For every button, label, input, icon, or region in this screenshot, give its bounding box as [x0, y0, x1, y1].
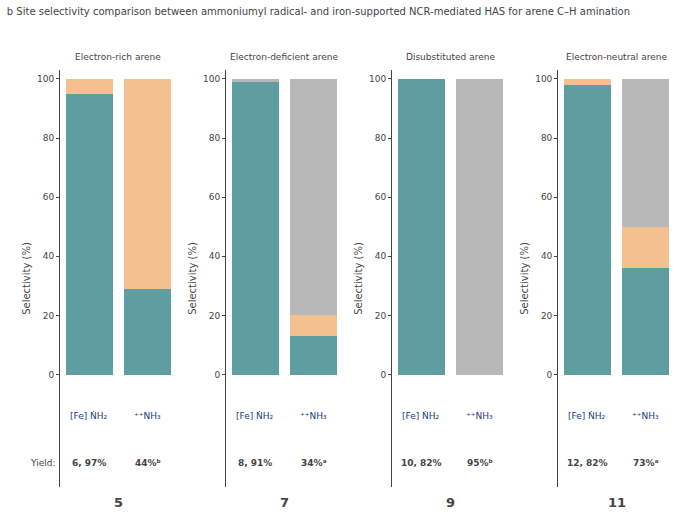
svg-text:60: 60	[541, 192, 553, 202]
svg-text:Disubstituted arene: Disubstituted arene	[406, 52, 495, 62]
svg-text:60: 60	[43, 192, 55, 202]
svg-text:7: 7	[280, 495, 289, 510]
svg-text:40: 40	[375, 251, 387, 261]
svg-text:80: 80	[209, 133, 221, 143]
svg-text:0: 0	[547, 370, 553, 380]
svg-text:Electron-deficient arene: Electron-deficient arene	[230, 52, 338, 62]
svg-text:[Fe] ṄH₂: [Fe] ṄH₂	[402, 411, 440, 421]
svg-text:⁺⁺NH₃: ⁺⁺NH₃	[466, 411, 493, 421]
svg-text:34%ᵃ: 34%ᵃ	[301, 458, 327, 468]
svg-text:Selectivity (%): Selectivity (%)	[353, 242, 364, 315]
svg-text:95%ᵇ: 95%ᵇ	[467, 458, 493, 468]
svg-text:0: 0	[215, 370, 221, 380]
svg-text:⁺⁺NH₃: ⁺⁺NH₃	[632, 411, 659, 421]
svg-text:100: 100	[37, 74, 54, 84]
svg-text:b Site selectivity comparison: b Site selectivity comparison between am…	[7, 6, 630, 17]
svg-text:Selectivity (%): Selectivity (%)	[21, 242, 32, 315]
svg-text:6, 97%: 6, 97%	[72, 458, 106, 468]
svg-text:20: 20	[209, 311, 221, 321]
svg-text:20: 20	[541, 311, 553, 321]
svg-text:Electron-neutral arene: Electron-neutral arene	[566, 52, 667, 62]
svg-text:[Fe] ṄH₂: [Fe] ṄH₂	[568, 411, 606, 421]
svg-text:100: 100	[203, 74, 220, 84]
svg-text:40: 40	[43, 251, 55, 261]
svg-text:100: 100	[369, 74, 386, 84]
svg-text:12, 82%: 12, 82%	[567, 458, 608, 468]
svg-text:⁺⁺NH₃: ⁺⁺NH₃	[300, 411, 327, 421]
svg-text:Selectivity (%): Selectivity (%)	[187, 242, 198, 315]
svg-text:[Fe] ṄH₂: [Fe] ṄH₂	[70, 411, 108, 421]
svg-text:20: 20	[43, 311, 55, 321]
svg-text:9: 9	[446, 495, 455, 510]
svg-text:40: 40	[541, 251, 553, 261]
svg-text:Electron-rich arene: Electron-rich arene	[75, 52, 161, 62]
svg-text:0: 0	[381, 370, 387, 380]
svg-text:Yield:: Yield:	[30, 458, 55, 468]
svg-text:80: 80	[375, 133, 387, 143]
svg-text:40: 40	[209, 251, 221, 261]
svg-text:0: 0	[48, 370, 54, 380]
svg-text:100: 100	[535, 74, 552, 84]
svg-text:8, 91%: 8, 91%	[238, 458, 272, 468]
svg-text:5: 5	[114, 495, 123, 510]
svg-text:20: 20	[375, 311, 387, 321]
svg-text:11: 11	[608, 495, 626, 510]
svg-text:73%ᵃ: 73%ᵃ	[633, 458, 659, 468]
svg-text:60: 60	[209, 192, 221, 202]
svg-text:80: 80	[43, 133, 55, 143]
svg-text:44%ᵇ: 44%ᵇ	[135, 458, 161, 468]
svg-text:⁺⁺NH₃: ⁺⁺NH₃	[134, 411, 161, 421]
svg-text:Selectivity (%): Selectivity (%)	[519, 242, 530, 315]
svg-text:60: 60	[375, 192, 387, 202]
svg-text:[Fe] ṄH₂: [Fe] ṄH₂	[236, 411, 274, 421]
svg-text:80: 80	[541, 133, 553, 143]
svg-text:10, 82%: 10, 82%	[401, 458, 442, 468]
